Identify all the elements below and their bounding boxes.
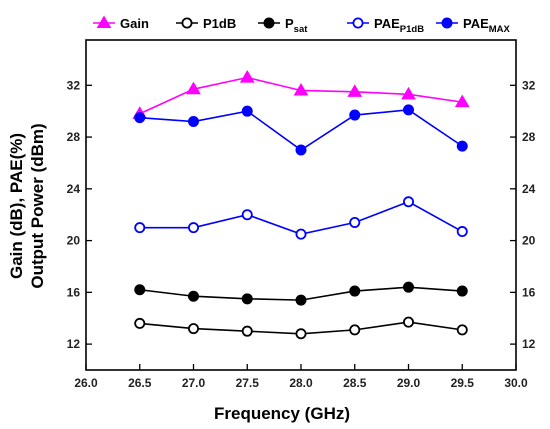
- data-point: [241, 325, 253, 337]
- y-tick-label-right: 28: [522, 130, 536, 144]
- x-tick-label: 28.5: [343, 376, 367, 390]
- data-point: [456, 285, 468, 297]
- data-point: [241, 105, 253, 117]
- legend-item: PAEMAX: [436, 16, 511, 35]
- data-point: [187, 222, 199, 234]
- x-tick-label: 26.5: [128, 376, 152, 390]
- data-point: [295, 294, 307, 306]
- data-point: [293, 82, 309, 96]
- data-point: [401, 86, 416, 100]
- data-point: [134, 112, 146, 124]
- x-axis-title: Frequency (GHz): [214, 404, 350, 423]
- data-point: [134, 317, 146, 329]
- legend-item: PAEP1dB: [347, 16, 424, 35]
- x-tick-label: 29.0: [397, 376, 421, 390]
- x-axis: 26.0 26.5 27.0 27.5 28.0 28.5 29.0 29.5 30.0: [74, 364, 528, 390]
- y-axis-left: 12 16 20 24 28 32: [67, 78, 92, 351]
- data-point: [347, 84, 363, 97]
- data-point: [454, 94, 470, 108]
- legend-marker: [263, 17, 275, 29]
- y-tick-label-right: 20: [522, 234, 536, 248]
- x-tick-label: 27.5: [236, 376, 260, 390]
- series-4: [134, 104, 468, 156]
- data-point: [349, 285, 361, 297]
- x-tick-label: 30.0: [504, 376, 528, 390]
- data-point: [349, 109, 361, 121]
- y-axis-right: 12 16 20 24 28 32: [510, 78, 536, 351]
- x-tick-label: 26.0: [74, 376, 98, 390]
- data-point: [349, 216, 361, 228]
- legend-label: PAEMAX: [463, 16, 511, 35]
- y-tick-label-right: 32: [522, 78, 536, 92]
- data-point: [241, 293, 253, 305]
- data-point: [402, 316, 414, 328]
- data-point: [295, 144, 307, 156]
- data-point: [295, 228, 307, 240]
- legend-marker: [352, 17, 364, 29]
- y-tick-label-right: 16: [522, 285, 536, 299]
- data-point: [239, 70, 255, 83]
- data-point: [295, 328, 307, 340]
- y-tick-label: 16: [67, 285, 81, 299]
- data-point: [187, 323, 199, 335]
- legend-label: Gain: [120, 16, 149, 31]
- series-layer: [132, 70, 470, 340]
- data-point: [456, 140, 468, 152]
- y-tick-label: 32: [67, 78, 81, 92]
- data-point: [402, 281, 414, 293]
- legend-label: PAEP1dB: [374, 16, 424, 35]
- data-point: [187, 290, 199, 302]
- legend-marker: [181, 17, 193, 29]
- y-tick-label-right: 12: [522, 337, 536, 351]
- data-point: [187, 116, 199, 128]
- series-3: [134, 196, 468, 240]
- data-point: [456, 324, 468, 336]
- y-tick-label: 20: [67, 234, 81, 248]
- y-tick-label: 28: [67, 130, 81, 144]
- series-line: [139, 109, 463, 151]
- data-point: [134, 284, 146, 296]
- legend-item: Gain: [93, 15, 149, 31]
- x-tick-label: 29.5: [451, 376, 475, 390]
- series-line: [139, 76, 463, 115]
- data-point: [456, 226, 468, 238]
- y-tick-label: 12: [67, 337, 81, 351]
- series-0: [132, 70, 470, 119]
- legend-marker: [441, 17, 453, 29]
- x-tick-label: 28.0: [289, 376, 313, 390]
- legend: Gain P1dB Psat PAEP1dB PAEMAX: [93, 15, 511, 35]
- data-point: [349, 324, 361, 336]
- y-axis-title-line1: Gain (dB), PAE(%): [7, 133, 26, 279]
- y-axis-title-line2: Output Power (dBm): [28, 123, 47, 288]
- data-point: [134, 222, 146, 234]
- data-point: [186, 81, 201, 95]
- series-2: [134, 281, 468, 306]
- data-point: [402, 104, 414, 116]
- legend-marker: [96, 15, 112, 29]
- legend-item: Psat: [258, 16, 308, 35]
- series-1: [134, 316, 468, 340]
- y-tick-label-right: 24: [522, 182, 536, 196]
- x-tick-label: 27.0: [182, 376, 206, 390]
- legend-item: P1dB: [176, 16, 236, 31]
- data-point: [402, 196, 414, 208]
- data-point: [241, 209, 253, 221]
- y-tick-label: 24: [67, 182, 81, 196]
- legend-label: P1dB: [203, 16, 236, 31]
- legend-label: Psat: [285, 16, 308, 35]
